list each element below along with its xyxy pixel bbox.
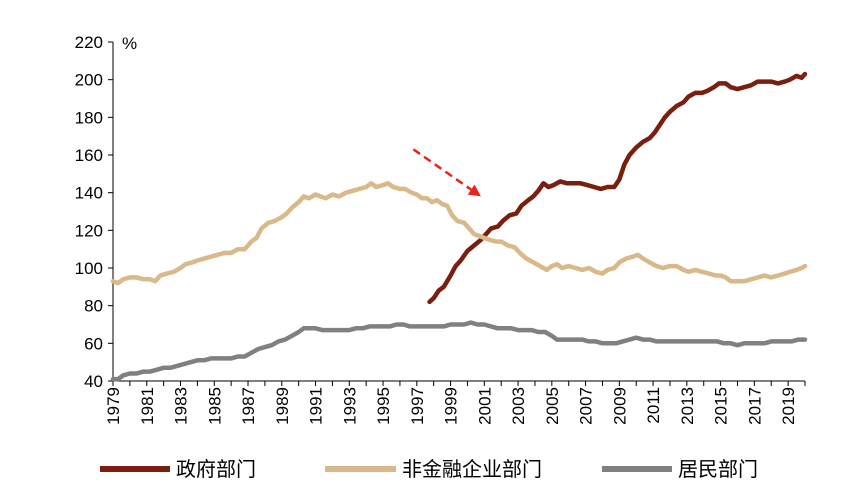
annotation-layer (412, 148, 481, 197)
series-line-0 (427, 71, 808, 305)
y-tick-label: 100 (75, 259, 103, 278)
x-tick-label: 2001 (475, 387, 494, 425)
x-tick-label: 2015 (712, 387, 731, 425)
y-tick-label: 160 (75, 146, 103, 165)
y-unit-label: % (122, 34, 137, 53)
trend-arrow-head (467, 184, 481, 197)
x-tick-label: 1981 (138, 387, 157, 425)
trend-arrow-line (412, 148, 472, 191)
x-tick-label: 2009 (610, 387, 629, 425)
y-tick-label: 220 (75, 33, 103, 52)
x-tick-label: 1993 (340, 387, 359, 425)
y-tick-label: 200 (75, 71, 103, 90)
x-tick-label: 2007 (577, 387, 596, 425)
series-line-2 (110, 320, 808, 382)
legend-item-0: 政府部门 (100, 457, 256, 481)
x-tick-label: 1991 (307, 387, 326, 425)
legend-item-1: 非金融企业部门 (325, 457, 542, 481)
legend-label-0: 政府部门 (176, 457, 256, 481)
y-axis: 40 60 80 100 120 140 160 180 200 220 (75, 33, 114, 391)
legend: 政府部门 非金融企业部门 居民部门 (100, 457, 758, 481)
x-tick-label: 1985 (205, 387, 224, 425)
x-tick-label: 1987 (239, 387, 258, 425)
x-axis: 1979 1981 1983 1985 1987 1989 1991 1993 1995 1997… (104, 380, 806, 425)
y-tick-label: 120 (75, 221, 103, 240)
x-tick-label: 2013 (678, 387, 697, 425)
x-tick-label: 2011 (644, 387, 663, 424)
legend-item-2: 居民部门 (602, 457, 758, 481)
series-layer (110, 71, 808, 382)
y-tick-label: 40 (84, 372, 103, 391)
x-tick-label: 2017 (745, 387, 764, 425)
x-tick-label: 1999 (442, 387, 461, 425)
x-tick-label: 1979 (104, 387, 123, 425)
y-tick-label: 180 (75, 108, 103, 127)
y-tick-label: 80 (84, 297, 103, 316)
x-tick-label: 1989 (273, 387, 292, 425)
legend-label-1: 非金融企业部门 (402, 457, 542, 481)
y-tick-label: 140 (75, 184, 103, 203)
y-tick-label: 60 (84, 334, 103, 353)
x-tick-label: 2003 (509, 387, 528, 425)
x-tick-label: 2019 (779, 387, 798, 425)
legend-label-2: 居民部门 (678, 457, 758, 481)
x-tick-label: 2005 (543, 387, 562, 425)
x-tick-label: 1983 (172, 387, 191, 425)
x-tick-label: 1997 (408, 387, 427, 425)
x-tick-label: 1995 (374, 387, 393, 425)
series-line-1 (110, 181, 808, 286)
